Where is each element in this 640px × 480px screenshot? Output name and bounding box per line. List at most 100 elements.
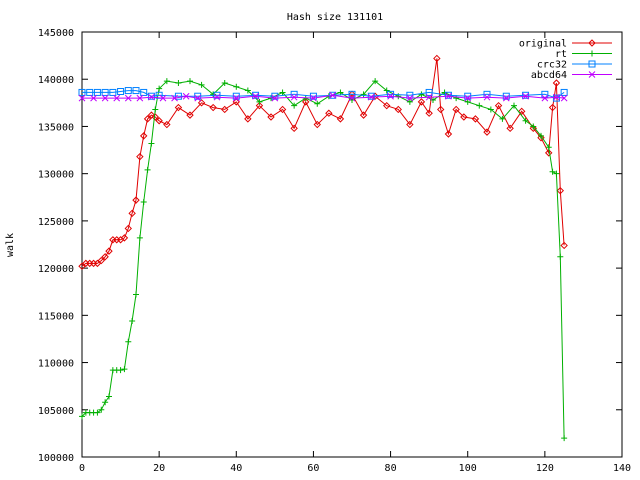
data-point-abcd64 <box>232 94 240 102</box>
data-point-rt <box>557 253 564 260</box>
data-point-abcd64 <box>541 94 549 102</box>
y-tick-label: 105000 <box>38 406 74 417</box>
y-tick-label: 110000 <box>38 359 74 370</box>
data-point-abcd64 <box>90 94 97 102</box>
data-point-crc32 <box>252 91 260 99</box>
legend-label-abcd64: abcd64 <box>531 70 567 81</box>
data-point-rt <box>406 98 413 105</box>
x-tick-label: 60 <box>307 463 319 474</box>
x-tick-label: 120 <box>536 463 554 474</box>
data-point-rt <box>136 234 143 241</box>
x-axis-ticks: 0 20 40 60 80 100 120 140 <box>79 32 631 474</box>
data-point-original <box>452 105 460 114</box>
y-tick-label: 125000 <box>38 217 74 228</box>
data-point-rt <box>210 91 217 98</box>
data-point-crc32 <box>174 92 182 100</box>
data-point-rt <box>79 413 85 420</box>
data-point-abcd64 <box>290 93 298 101</box>
data-point-original <box>336 115 345 123</box>
data-point-original <box>359 111 368 119</box>
data-point-original <box>174 103 183 112</box>
data-point-rt <box>156 85 163 92</box>
data-point-rt <box>553 170 560 177</box>
data-point-abcd64 <box>171 94 178 102</box>
y-tick-label: 115000 <box>38 311 74 322</box>
data-point-abcd64 <box>136 94 144 102</box>
data-point-crc32 <box>93 88 101 96</box>
data-point-original <box>506 124 514 133</box>
data-point-original <box>444 130 453 138</box>
y-tick-label: 135000 <box>38 122 74 133</box>
data-point-abcd64 <box>213 93 221 101</box>
data-point-original <box>313 120 321 129</box>
series-line-rt <box>81 80 565 439</box>
data-point-original <box>425 109 433 117</box>
data-point-abcd64 <box>252 92 259 100</box>
data-point-crc32 <box>86 88 94 96</box>
data-point-rt <box>372 78 379 85</box>
data-point-abcd64 <box>560 94 568 102</box>
legend-marker-crc32 <box>588 60 596 68</box>
x-tick-label: 0 <box>79 463 85 474</box>
data-point-crc32 <box>387 90 395 98</box>
data-point-original <box>255 101 264 110</box>
data-point-crc32 <box>541 90 549 98</box>
data-point-original <box>151 113 159 121</box>
data-point-crc32 <box>117 88 125 95</box>
x-tick-label: 20 <box>153 463 165 474</box>
data-point-original <box>101 253 109 261</box>
x-tick-label: 140 <box>613 463 631 474</box>
data-point-rt <box>148 140 155 147</box>
data-point-original <box>460 113 468 121</box>
data-point-original <box>471 115 480 123</box>
data-point-crc32 <box>194 92 202 100</box>
data-point-original <box>143 115 152 123</box>
data-point-original <box>132 196 140 204</box>
data-point-abcd64 <box>406 94 414 102</box>
data-point-original <box>437 105 445 114</box>
data-point-original <box>529 124 537 133</box>
data-point-rt <box>314 100 321 107</box>
data-point-rt <box>360 91 367 98</box>
data-point-rt <box>152 106 159 113</box>
data-point-original <box>406 120 414 129</box>
data-point-abcd64 <box>310 94 317 102</box>
data-point-original <box>537 134 545 142</box>
chart-title: Hash size 131101 <box>287 12 383 23</box>
x-tick-label: 80 <box>385 463 397 474</box>
data-point-rt <box>499 115 506 122</box>
data-point-original <box>545 149 553 157</box>
data-point-abcd64 <box>553 93 560 101</box>
data-point-rt <box>430 97 436 103</box>
data-point-original <box>548 103 557 112</box>
x-tick-label: 100 <box>459 463 477 474</box>
data-point-rt <box>487 106 494 113</box>
data-point-original <box>383 101 391 110</box>
data-point-crc32 <box>78 88 86 96</box>
legend-label-original: original <box>519 39 567 50</box>
data-point-abcd64 <box>113 94 121 102</box>
data-point-rt <box>129 318 136 324</box>
data-point-rt <box>144 166 151 173</box>
legend-marker-original <box>588 39 596 47</box>
x-tick-label: 40 <box>230 463 242 474</box>
data-point-original <box>267 113 275 121</box>
data-point-abcd64 <box>464 94 472 102</box>
data-point-abcd64 <box>148 93 155 101</box>
data-point-abcd64 <box>159 94 167 102</box>
data-point-rt <box>476 102 483 109</box>
data-point-crc32 <box>444 91 452 99</box>
data-point-abcd64 <box>502 94 510 102</box>
data-point-original <box>290 124 298 133</box>
data-point-rt <box>121 366 128 373</box>
series-line-original <box>81 58 565 267</box>
data-point-original <box>483 128 491 136</box>
data-point-original <box>244 115 252 123</box>
data-point-original <box>518 107 526 116</box>
data-point-original <box>136 152 144 161</box>
data-point-original <box>105 247 113 255</box>
series-crc32 <box>78 87 568 102</box>
y-axis-label: walk <box>5 233 16 257</box>
data-point-rt <box>244 87 251 94</box>
data-point-original <box>560 241 568 250</box>
